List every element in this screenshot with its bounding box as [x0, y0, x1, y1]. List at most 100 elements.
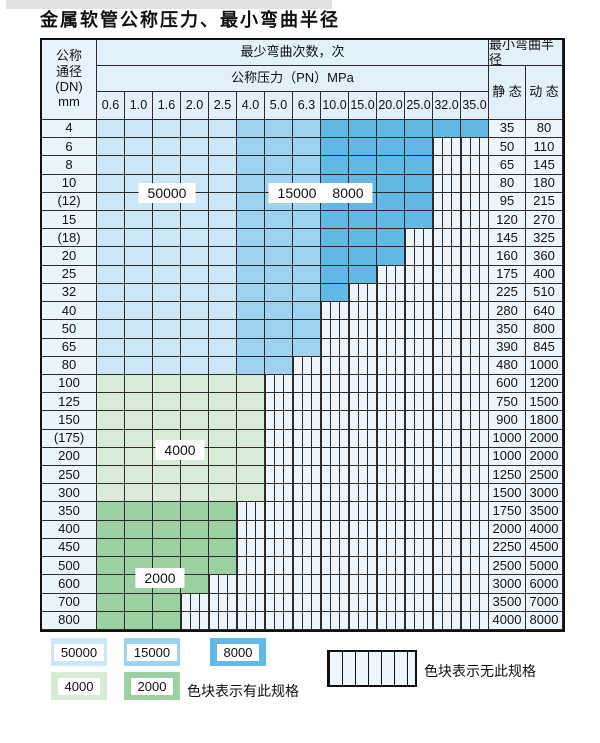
spec-cell: [377, 192, 405, 212]
legend-swatch-label: 50000: [53, 643, 105, 661]
spec-cell: [125, 466, 153, 485]
spec-cell: [97, 229, 125, 248]
no-spec-cell: [265, 575, 293, 594]
spec-cell: [237, 411, 265, 430]
legend-has-spec-text: 色块表示有此规格: [187, 684, 299, 700]
spec-cell: [461, 120, 489, 139]
no-spec-cell: [349, 502, 377, 521]
no-spec-cell: [433, 484, 461, 503]
static-value: 65: [489, 156, 526, 175]
spec-cell: [125, 484, 153, 503]
no-spec-cell: [349, 447, 377, 467]
dn-cell: 250: [42, 466, 97, 485]
legend-no-spec-swatch: [327, 650, 417, 687]
no-spec-cell: [433, 502, 461, 521]
spec-cell: [321, 229, 349, 248]
pressure-header-0.6: 0.6: [97, 92, 125, 120]
no-spec-cell: [433, 447, 461, 467]
no-spec-cell: [433, 283, 461, 303]
dn-header-line: 公称: [55, 48, 82, 64]
no-spec-cell: [461, 393, 489, 412]
static-value: 390: [489, 338, 526, 357]
pressure-header-15.0: 15.0: [349, 92, 377, 120]
no-spec-cell: [461, 411, 489, 430]
spec-cell: [209, 174, 237, 193]
spec-cell: [125, 538, 153, 558]
dynamic-value: 110: [526, 138, 563, 157]
no-spec-cell: [265, 520, 293, 539]
spec-cell: [265, 356, 293, 375]
no-spec-cell: [265, 502, 293, 521]
dynamic-value: 1200: [526, 374, 563, 394]
no-spec-cell: [237, 538, 265, 558]
spec-cell: [125, 320, 153, 339]
no-spec-cell: [377, 484, 405, 503]
dn-header-line: mm: [58, 94, 80, 110]
spec-cell: [97, 247, 125, 266]
spec-cell: [293, 265, 321, 284]
spec-cell: [209, 466, 237, 485]
dynamic-value: 360: [526, 247, 563, 266]
spec-cell: [97, 575, 125, 594]
dn-cell: 40: [42, 302, 97, 321]
pressure-header-32.0: 32.0: [433, 92, 461, 120]
no-spec-cell: [433, 466, 461, 485]
spec-cell: [209, 393, 237, 412]
spec-cell: [293, 156, 321, 175]
spec-cell: [377, 174, 405, 193]
no-spec-cell: [377, 356, 405, 375]
legend-swatch-label: 2000: [130, 677, 174, 695]
spec-cell: [209, 265, 237, 284]
spec-cell: [181, 411, 209, 430]
spec-cell: [153, 466, 181, 485]
pressure-header-6.3: 6.3: [293, 92, 321, 120]
spec-cell: [181, 356, 209, 375]
spec-cell: [125, 156, 153, 175]
no-spec-cell: [377, 374, 405, 394]
no-spec-cell: [405, 283, 433, 303]
dn-cell: 20: [42, 247, 97, 266]
no-spec-cell: [433, 192, 461, 212]
no-spec-cell: [321, 356, 349, 375]
no-spec-cell: [265, 538, 293, 558]
dn-cell: 400: [42, 520, 97, 539]
no-spec-cell: [293, 502, 321, 521]
min-bend-radius-header: 最小弯曲半径: [489, 40, 563, 66]
static-value: 35: [489, 120, 526, 139]
static-value: 120: [489, 211, 526, 230]
no-spec-cell: [265, 447, 293, 467]
spec-cell: [97, 120, 125, 139]
spec-cell: [153, 302, 181, 321]
spec-cell: [181, 211, 209, 230]
no-spec-cell: [461, 520, 489, 539]
no-spec-cell: [237, 575, 265, 594]
dn-column-header: 公称 通径 (DN) mm: [42, 40, 97, 120]
spec-cell: [181, 229, 209, 248]
no-spec-cell: [461, 302, 489, 321]
no-spec-cell: [461, 593, 489, 612]
spec-cell: [125, 211, 153, 230]
static-value: 145: [489, 229, 526, 248]
spec-cell: [125, 393, 153, 412]
no-spec-cell: [265, 393, 293, 412]
dn-cell: 300: [42, 484, 97, 503]
no-spec-cell: [293, 557, 321, 576]
spec-cell: [209, 429, 237, 448]
spec-cell: [181, 538, 209, 558]
dynamic-value: 4000: [526, 520, 563, 539]
spec-cell: [181, 283, 209, 303]
static-value: 600: [489, 374, 526, 394]
dn-cell: 32: [42, 283, 97, 303]
no-spec-cell: [433, 247, 461, 266]
spec-table: 公称 通径 (DN) mm 最少弯曲次数，次 最小弯曲半径 公称压力（PN）MPa 静 态动 …: [40, 38, 565, 632]
dn-cell: 65: [42, 338, 97, 357]
spec-cell: [349, 211, 377, 230]
spec-cell: [209, 356, 237, 375]
dn-cell: 8: [42, 156, 97, 175]
no-spec-cell: [321, 593, 349, 612]
dn-cell: (175): [42, 429, 97, 448]
no-spec-cell: [293, 520, 321, 539]
spec-cell: [293, 229, 321, 248]
spec-cell: [377, 247, 405, 266]
no-spec-cell: [293, 593, 321, 612]
